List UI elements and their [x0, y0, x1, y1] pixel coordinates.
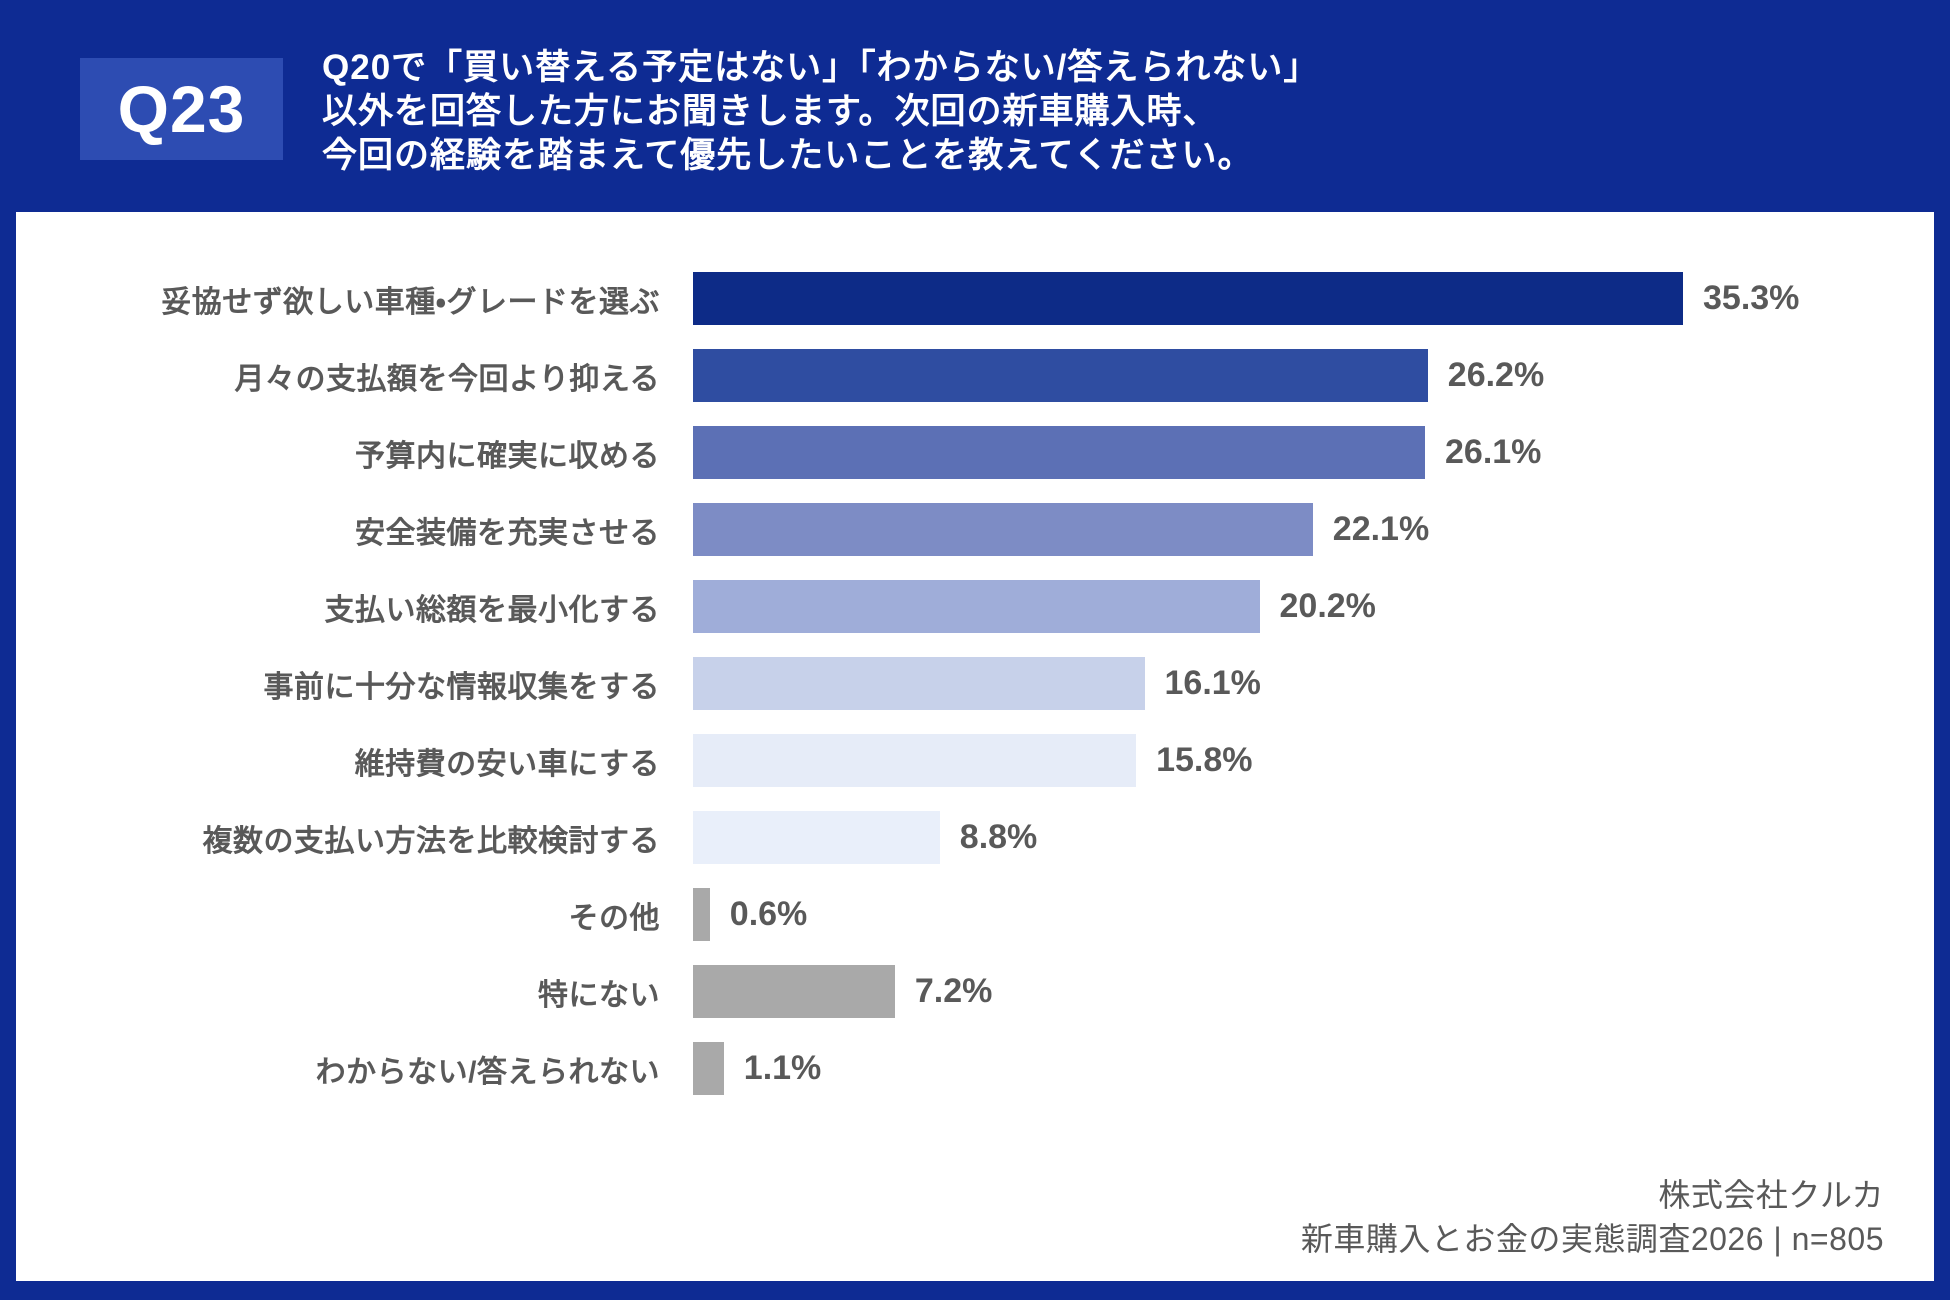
category-label: 安全装備を充実させる [355, 516, 660, 550]
value-label: 15.8% [1156, 741, 1253, 779]
value-label: 1.1% [743, 1049, 822, 1087]
chart-row: 特にない 7.2% [16, 965, 1934, 1018]
bar-area: 15.8% [693, 734, 1253, 787]
chart-row: わからない/答えられない 1.1% [16, 1042, 1934, 1095]
value-label: 26.2% [1447, 356, 1545, 394]
bar [693, 1042, 724, 1095]
question-line-3: 今回の経験を踏まえて優先したいことを教えてください。 [322, 136, 1254, 175]
category-label: 予算内に確実に収める [355, 439, 660, 473]
category-label: 複数の支払い方法を比較検討する [202, 824, 660, 858]
bar [693, 657, 1145, 710]
chart-row: 事前に十分な情報収集をする 16.1% [16, 657, 1934, 710]
bar-area: 26.1% [693, 426, 1541, 479]
value-label: 20.2% [1279, 587, 1376, 625]
bar-area: 20.2% [693, 580, 1376, 633]
category-label: 妥協せず欲しい車種・グレードを選ぶ [161, 285, 660, 319]
footer: 株式会社クルカ 新車購入とお金の実態調査2026 | n=805 [1301, 1173, 1884, 1261]
category-label: 事前に十分な情報収集をする [263, 670, 660, 704]
category-label: 月々の支払額を今回より抑える [234, 362, 660, 396]
bar-area: 16.1% [693, 657, 1261, 710]
chart-card: 妥協せず欲しい車種・グレードを選ぶ 35.3% 月々の支払額を今回より抑える 2… [16, 212, 1934, 1281]
bar [693, 580, 1260, 633]
category-label: その他 [568, 901, 660, 935]
footer-source: 新車購入とお金の実態調査2026 | n=805 [1300, 1221, 1884, 1257]
bar [693, 734, 1137, 787]
chart-row: その他 0.6% [16, 888, 1934, 941]
bar [693, 272, 1683, 325]
category-label: 維持費の安い車にする [354, 747, 660, 781]
bar [693, 888, 710, 941]
chart-row: 予算内に確実に収める 26.1% [16, 426, 1934, 479]
question-line-2: 以外を回答した方にお聞きします。次回の新車購入時、 [322, 92, 1219, 131]
category-label: 特にない [538, 978, 660, 1012]
category-label: 支払い総額を最小化する [324, 593, 660, 627]
bar-area: 7.2% [693, 965, 992, 1018]
bar [693, 503, 1313, 556]
chart-row: 妥協せず欲しい車種・グレードを選ぶ 35.3% [16, 272, 1934, 325]
question-text: Q20で「買い替える予定はない」「わからない/答えられない」 以外を回答した方に… [322, 46, 1319, 178]
value-label: 16.1% [1164, 664, 1261, 702]
bar-area: 22.1% [693, 503, 1429, 556]
value-label: 0.6% [729, 895, 808, 933]
chart-row: 安全装備を充実させる 22.1% [16, 503, 1934, 556]
value-label: 7.2% [914, 972, 993, 1010]
bar [693, 811, 940, 864]
bar-area: 0.6% [693, 888, 807, 941]
bar-chart: 妥協せず欲しい車種・グレードを選ぶ 35.3% 月々の支払額を今回より抑える 2… [16, 272, 1934, 1119]
bar [693, 965, 895, 1018]
chart-row: 維持費の安い車にする 15.8% [16, 734, 1934, 787]
chart-row: 複数の支払い方法を比較検討する 8.8% [16, 811, 1934, 864]
question-line-1: Q20で「買い替える予定はない」「わからない/答えられない」 [322, 48, 1320, 87]
chart-row: 月々の支払額を今回より抑える 26.2% [16, 349, 1934, 402]
bar-area: 1.1% [693, 1042, 821, 1095]
bar-area: 8.8% [693, 811, 1037, 864]
value-label: 22.1% [1332, 510, 1430, 548]
value-label: 35.3% [1703, 279, 1800, 317]
value-label: 8.8% [959, 818, 1038, 856]
question-number-badge: Q23 [80, 58, 283, 160]
category-label: わからない/答えられない [315, 1055, 660, 1089]
bar [693, 349, 1428, 402]
chart-row: 支払い総額を最小化する 20.2% [16, 580, 1934, 633]
value-label: 26.1% [1445, 433, 1542, 471]
bar-area: 26.2% [693, 349, 1544, 402]
footer-company: 株式会社クルカ [1658, 1177, 1884, 1213]
bar [693, 426, 1425, 479]
question-number: Q23 [117, 72, 246, 146]
bar-area: 35.3% [693, 272, 1799, 325]
